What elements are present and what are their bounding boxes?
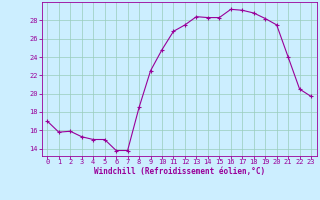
X-axis label: Windchill (Refroidissement éolien,°C): Windchill (Refroidissement éolien,°C) — [94, 167, 265, 176]
